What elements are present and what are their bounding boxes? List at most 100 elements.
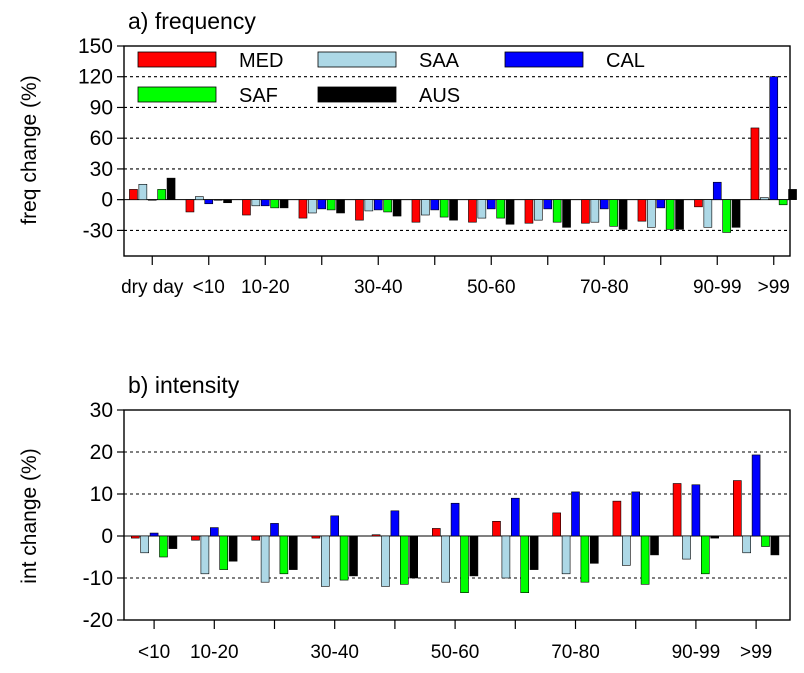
bar-saa bbox=[381, 535, 390, 587]
y-tick-label: 90 bbox=[90, 96, 113, 119]
x-tick-label: 30-40 bbox=[310, 642, 359, 663]
bar-saa bbox=[621, 535, 631, 566]
x-tick-label: 30-40 bbox=[354, 277, 403, 298]
chart-title: a) frequency bbox=[128, 8, 256, 34]
legend-item-saf: SAF bbox=[137, 85, 278, 107]
bar-aus bbox=[650, 535, 659, 556]
x-tick-label: <10 bbox=[193, 277, 225, 298]
y-tick-label: 0 bbox=[101, 189, 113, 212]
bar-aus bbox=[168, 535, 178, 549]
x-tick-label: >99 bbox=[740, 642, 772, 663]
bar-cal bbox=[204, 199, 214, 205]
bar-saa bbox=[140, 535, 149, 554]
bar-aus bbox=[788, 189, 797, 200]
bar-med bbox=[552, 512, 562, 537]
bar-cal bbox=[510, 497, 520, 537]
bar-saa bbox=[703, 199, 713, 228]
x-tick-label: 50-60 bbox=[467, 277, 516, 298]
bar-med bbox=[732, 480, 742, 537]
bar-saf bbox=[552, 199, 562, 223]
bar-saa bbox=[320, 535, 330, 587]
legend-item-med: MED bbox=[137, 50, 283, 72]
y-tick-label: 30 bbox=[90, 399, 113, 422]
bar-aus bbox=[349, 535, 358, 577]
bar-cal bbox=[270, 523, 279, 537]
bar-cal bbox=[769, 76, 779, 200]
bar-cal bbox=[330, 515, 340, 537]
bar-saa bbox=[364, 199, 374, 212]
bar-saa bbox=[260, 535, 270, 583]
x-tick-label: <10 bbox=[138, 642, 170, 663]
bar-cal bbox=[751, 454, 761, 537]
bar-med bbox=[431, 528, 441, 537]
bar-saf bbox=[279, 535, 289, 575]
y-tick-label: -20 bbox=[83, 609, 113, 632]
bar-saa bbox=[421, 199, 430, 216]
bar-med bbox=[694, 199, 703, 208]
legend-swatch bbox=[317, 51, 397, 68]
legend-item-saa: SAA bbox=[317, 50, 460, 72]
y-tick-label: 120 bbox=[78, 66, 113, 89]
y-tick-label: 0 bbox=[101, 525, 113, 548]
bar-aus bbox=[710, 535, 720, 539]
bar-saa bbox=[561, 535, 571, 575]
bar-saf bbox=[439, 199, 449, 218]
plot-frame bbox=[123, 45, 791, 257]
bar-saa bbox=[534, 199, 543, 221]
legend-label: AUS bbox=[419, 85, 460, 107]
bar-saa bbox=[590, 199, 600, 223]
bar-saf bbox=[640, 535, 650, 585]
bar-aus bbox=[288, 535, 298, 570]
bar-saf bbox=[665, 199, 675, 230]
bar-cal bbox=[260, 199, 270, 207]
bar-saf bbox=[520, 535, 530, 594]
x-tick-label: 10-20 bbox=[241, 277, 290, 298]
bar-cal bbox=[486, 199, 496, 210]
bar-aus bbox=[336, 199, 345, 214]
bar-aus bbox=[529, 535, 539, 570]
bar-med bbox=[411, 199, 421, 223]
bar-aus bbox=[166, 177, 176, 200]
axes: -20 -10 0 10 20 30 <10 10-20 30-40 50-60 70-80 90-9… bbox=[83, 399, 773, 663]
bar-cal bbox=[373, 199, 383, 211]
x-tick-label: 70-80 bbox=[551, 642, 600, 663]
y-tick-label: -30 bbox=[83, 219, 113, 242]
y-tick-label: 150 bbox=[78, 35, 113, 58]
legend-label: CAL bbox=[606, 50, 645, 72]
legend-label: SAF bbox=[239, 85, 278, 107]
bar-saa bbox=[742, 535, 752, 554]
bar-saf bbox=[157, 189, 166, 200]
bar-saa bbox=[441, 535, 451, 583]
bar-aus bbox=[409, 535, 419, 579]
bar-saf bbox=[339, 535, 349, 581]
x-tick-label: 10-20 bbox=[190, 642, 239, 663]
bar-saf bbox=[383, 199, 392, 213]
bar-saa bbox=[200, 535, 210, 575]
bar-cal bbox=[571, 491, 580, 537]
bar-med bbox=[750, 127, 760, 200]
bar-med bbox=[242, 199, 251, 216]
bar-aus bbox=[449, 199, 458, 221]
bar-cal bbox=[147, 199, 157, 201]
legend-swatch bbox=[317, 86, 397, 103]
intensity-panel: b) intensity int change (%) -20 -10 0 10 20 3… bbox=[18, 372, 791, 663]
bar-saa bbox=[477, 199, 487, 219]
bar-med bbox=[672, 483, 682, 537]
bar-med bbox=[311, 535, 321, 539]
bar-med bbox=[637, 199, 647, 222]
bar-cal bbox=[543, 199, 553, 210]
legend-swatch bbox=[137, 86, 217, 103]
bar-saf bbox=[609, 199, 618, 227]
frequency-panel: a) frequency freq change (%) -30 0 30 60 90 1… bbox=[18, 8, 797, 298]
chart-title: b) intensity bbox=[128, 372, 240, 398]
bar-saa bbox=[682, 535, 691, 560]
bar-aus bbox=[675, 199, 684, 230]
bar-saf bbox=[326, 199, 336, 211]
bar-cal bbox=[691, 484, 701, 537]
bar-saf bbox=[700, 535, 710, 575]
bar-cal bbox=[656, 199, 666, 209]
bar-cal bbox=[210, 527, 219, 537]
bar-med bbox=[581, 199, 590, 224]
x-tick-label: 50-60 bbox=[431, 642, 480, 663]
bar-med bbox=[251, 535, 260, 541]
